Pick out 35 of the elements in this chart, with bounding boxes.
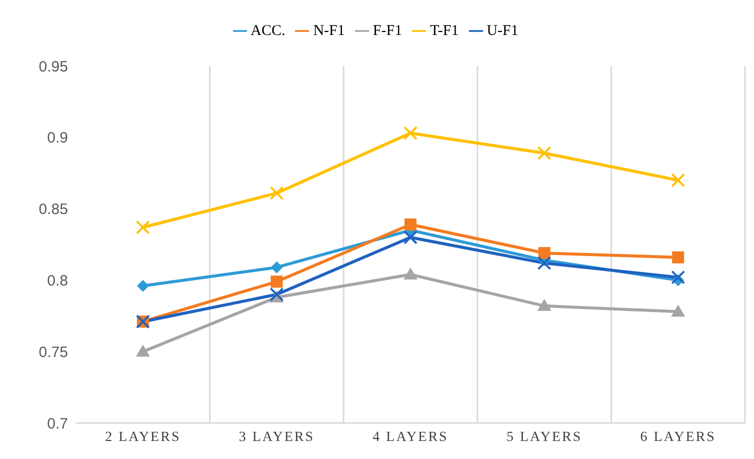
y-tick-label: 0.95 [38,58,68,76]
legend-label: ACC. [250,23,286,39]
point [671,173,686,188]
legend-label: F-F1 [372,23,402,39]
point [270,186,284,200]
y-tick-label: 0.75 [38,344,68,361]
point [537,298,552,311]
point [537,256,552,270]
point [270,261,283,274]
point [270,287,284,302]
point [404,267,418,280]
legend-label: T-F1 [430,23,459,39]
point [136,344,150,357]
y-tick-label: 0.8 [47,272,68,290]
point [404,230,418,244]
x-tick-label: 4 LAYERS [372,430,448,445]
legend-label: U-F1 [486,23,518,39]
point [136,220,150,234]
point [537,146,552,160]
x-tick-label: 3 LAYERS [238,430,315,445]
point [671,304,686,317]
x-tick-label: 2 LAYERS [105,430,181,445]
point [270,276,283,288]
y-tick-label: 0.9 [47,130,68,147]
legend-label: N-F1 [313,23,345,39]
x-tick-label: 5 LAYERS [506,430,582,445]
x-tick-label: 6 LAYERS [640,430,716,445]
point [671,270,686,284]
point [404,218,416,231]
point [404,126,418,140]
y-tick-label: 0.85 [38,201,68,218]
y-tick-label: 0.7 [47,415,68,432]
point [672,251,684,264]
point [136,280,149,292]
point [538,247,550,260]
